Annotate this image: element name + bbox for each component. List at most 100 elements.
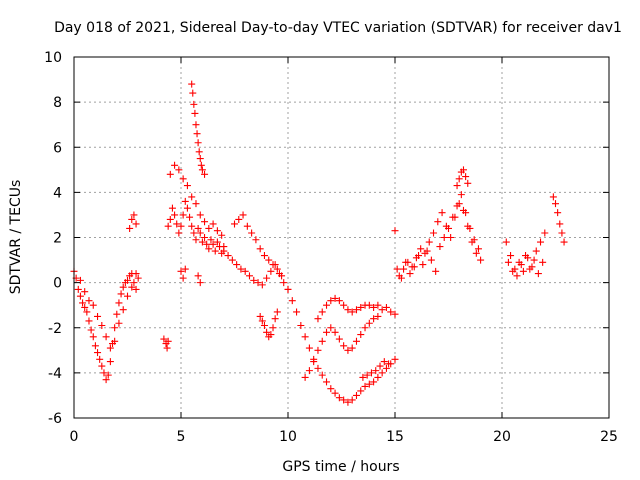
data-point xyxy=(301,333,309,341)
data-point xyxy=(278,272,286,280)
data-point xyxy=(323,301,331,309)
data-point xyxy=(106,358,114,366)
data-point xyxy=(171,161,179,169)
data-point xyxy=(81,303,89,311)
data-point xyxy=(340,396,348,404)
data-point xyxy=(83,308,91,316)
data-point xyxy=(558,229,566,237)
data-point xyxy=(554,209,562,217)
y-tick-label: -4 xyxy=(48,366,62,382)
x-tick-label: 20 xyxy=(493,429,511,445)
data-point xyxy=(402,258,410,266)
data-point xyxy=(228,256,236,264)
data-point xyxy=(85,297,93,305)
data-point xyxy=(119,306,127,314)
data-point xyxy=(378,306,386,314)
data-point xyxy=(462,173,470,181)
data-point xyxy=(365,380,373,388)
data-point xyxy=(393,265,401,273)
data-point xyxy=(201,234,209,241)
data-point xyxy=(314,364,322,372)
data-point xyxy=(293,308,301,316)
data-point xyxy=(164,222,172,230)
data-point xyxy=(348,308,356,316)
data-point xyxy=(213,227,221,235)
data-point xyxy=(455,175,463,183)
data-point xyxy=(378,369,386,377)
data-point xyxy=(331,294,339,302)
data-point xyxy=(340,301,348,309)
data-point xyxy=(284,285,292,293)
data-point xyxy=(357,331,365,339)
data-point xyxy=(464,179,472,187)
x-tick-label: 5 xyxy=(177,429,186,445)
data-point xyxy=(507,252,515,260)
data-point xyxy=(425,238,433,246)
data-point xyxy=(526,265,534,273)
x-tick-label: 25 xyxy=(600,429,618,445)
data-point xyxy=(447,234,455,241)
data-point xyxy=(340,342,348,350)
data-point xyxy=(198,238,206,246)
data-point xyxy=(243,222,251,230)
data-point xyxy=(466,224,474,232)
data-point xyxy=(560,238,568,246)
data-point xyxy=(519,267,527,275)
x-tick-label: 10 xyxy=(279,429,297,445)
data-point xyxy=(397,274,405,282)
data-point xyxy=(391,310,399,318)
data-point xyxy=(190,229,198,237)
data-point xyxy=(549,193,557,201)
data-point xyxy=(179,175,187,183)
data-point xyxy=(100,369,108,377)
data-point xyxy=(541,229,549,237)
data-point xyxy=(94,312,102,320)
data-point xyxy=(331,328,339,336)
data-point xyxy=(269,324,277,332)
data-point xyxy=(220,247,228,255)
data-point xyxy=(106,344,114,352)
data-point xyxy=(438,209,446,217)
data-point xyxy=(235,215,243,223)
data-point xyxy=(365,319,373,327)
data-point xyxy=(314,346,322,354)
data-point xyxy=(331,389,339,397)
data-point xyxy=(445,224,452,232)
data-point xyxy=(344,398,352,406)
y-tick-label: -2 xyxy=(48,321,62,337)
data-point xyxy=(374,301,382,309)
data-point xyxy=(81,288,89,296)
data-point xyxy=(258,317,266,325)
data-point xyxy=(348,344,356,352)
data-point xyxy=(335,394,343,402)
data-point xyxy=(89,301,97,309)
data-point xyxy=(258,281,266,289)
data-point xyxy=(263,328,271,336)
data-point xyxy=(357,303,365,311)
data-point xyxy=(233,261,241,269)
data-point xyxy=(459,166,467,174)
data-point xyxy=(352,391,360,399)
data-point xyxy=(256,312,264,320)
data-point xyxy=(96,355,104,363)
data-point xyxy=(305,344,313,352)
data-point xyxy=(231,220,238,228)
data-point xyxy=(98,362,106,370)
data-point xyxy=(430,229,438,237)
data-point xyxy=(391,227,399,235)
x-tick-label: 15 xyxy=(386,429,404,445)
data-point xyxy=(256,245,264,253)
data-point xyxy=(301,373,309,381)
data-point xyxy=(166,170,174,178)
y-tick-label: 6 xyxy=(53,140,62,156)
data-point xyxy=(171,211,179,219)
data-point xyxy=(179,211,187,219)
data-point xyxy=(190,100,198,108)
data-point xyxy=(323,378,331,386)
data-point xyxy=(318,371,326,379)
data-point xyxy=(134,274,142,282)
data-point xyxy=(126,224,134,232)
data-point xyxy=(189,89,197,97)
data-point xyxy=(104,371,112,379)
data-point xyxy=(502,238,510,246)
